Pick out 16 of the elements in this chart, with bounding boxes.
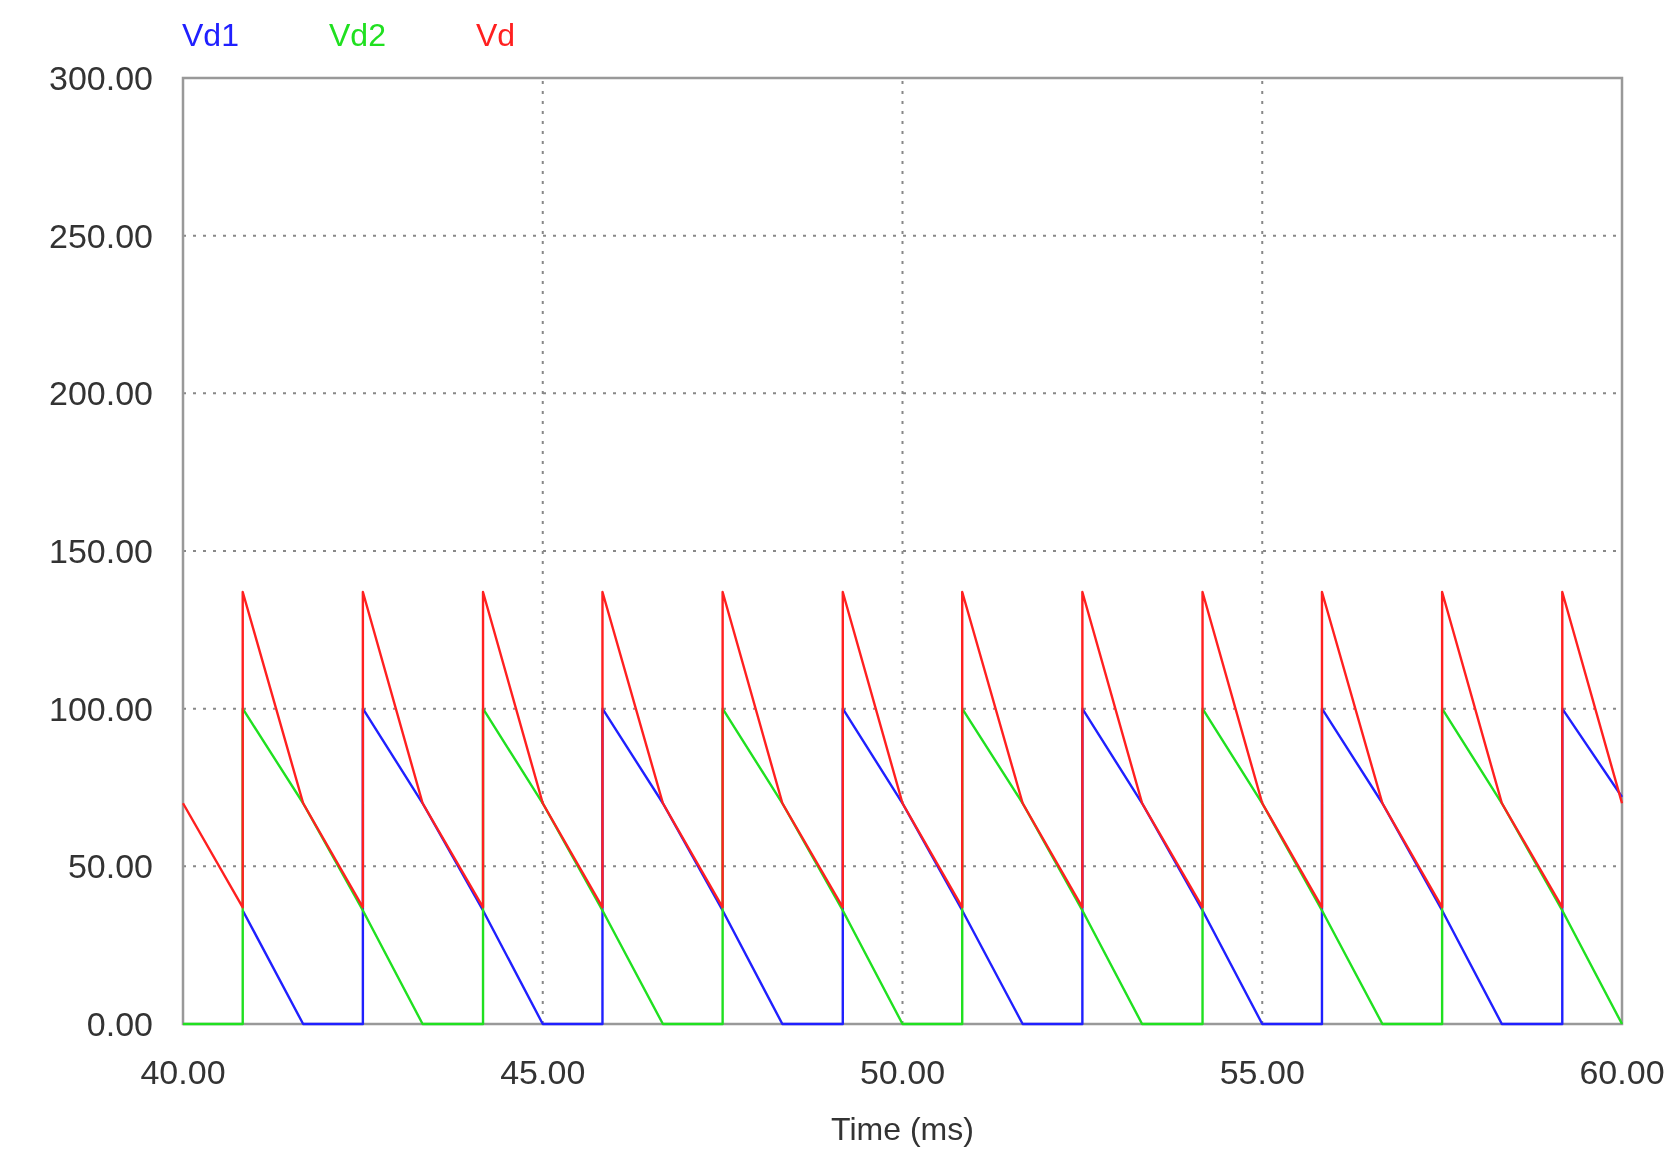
x-tick-label: 45.00 <box>500 1053 586 1091</box>
text: Vd2 <box>329 17 386 53</box>
y-tick-label: 0.00 <box>86 1005 153 1043</box>
x-tick-label: 60.00 <box>1579 1053 1665 1091</box>
y-tick-label: 100.00 <box>49 689 153 728</box>
x-tick-label: 40.00 <box>140 1053 226 1091</box>
y-tick-label: 200.00 <box>49 374 153 413</box>
text: Vd1 <box>182 17 239 53</box>
y-tick-label: 50.00 <box>67 847 153 886</box>
x-axis-title: Time (ms) <box>831 1111 974 1147</box>
y-tick-label: 300.00 <box>49 59 153 97</box>
x-tick-label: 55.00 <box>1219 1053 1305 1091</box>
text: Vd <box>476 17 516 53</box>
y-tick-label: 250.00 <box>49 216 153 255</box>
y-tick-label: 150.00 <box>49 532 153 570</box>
x-tick-label: 50.00 <box>859 1053 946 1091</box>
